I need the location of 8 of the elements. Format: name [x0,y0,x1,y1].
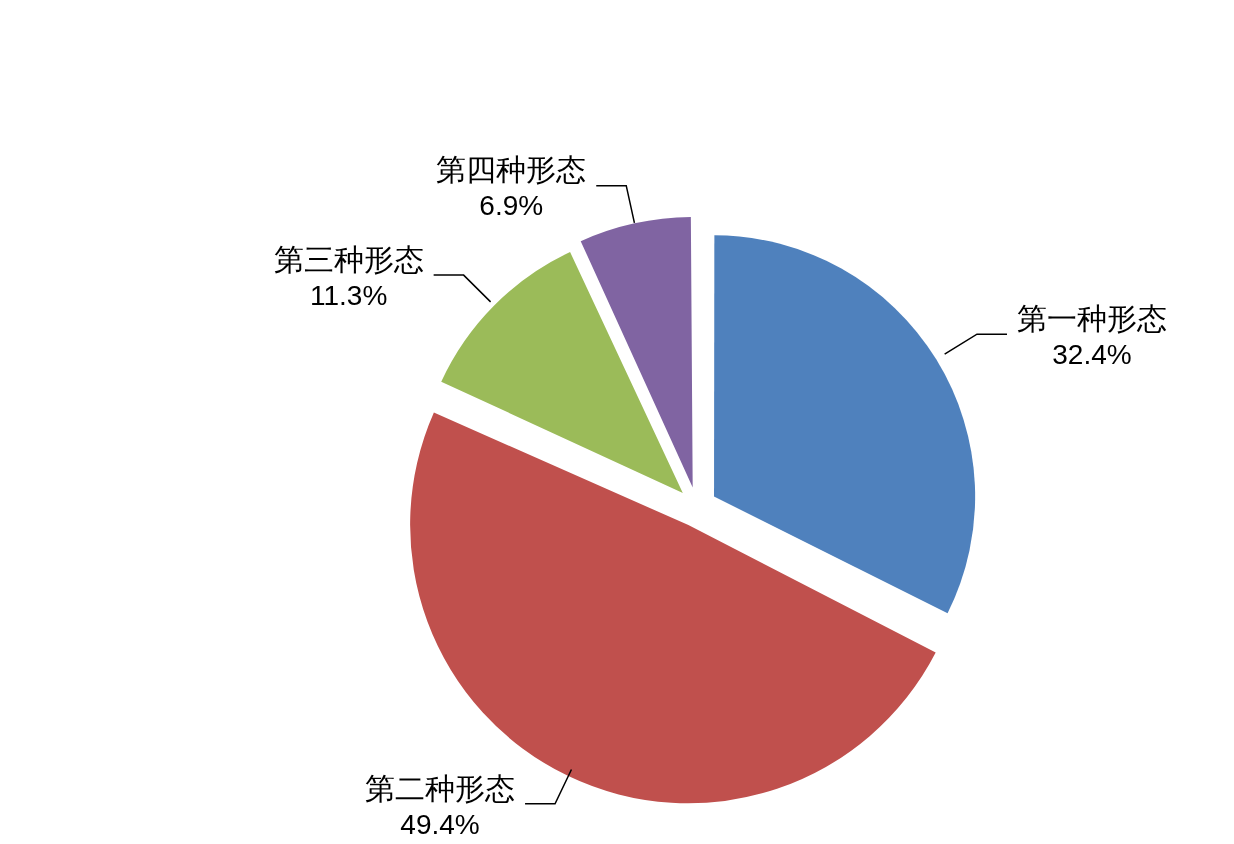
data-label: 32.4% [1052,338,1132,370]
slice-label: 第二种形态 [365,770,516,806]
data-label: 6.9% [479,190,544,222]
slice-label: 第一种形态 [1016,301,1167,337]
data-label: 49.4% [400,808,480,840]
slice-label: 第四种形态 [436,152,587,188]
slice-label: 第三种形态 [273,241,424,277]
data-label: 11.3% [309,279,388,311]
